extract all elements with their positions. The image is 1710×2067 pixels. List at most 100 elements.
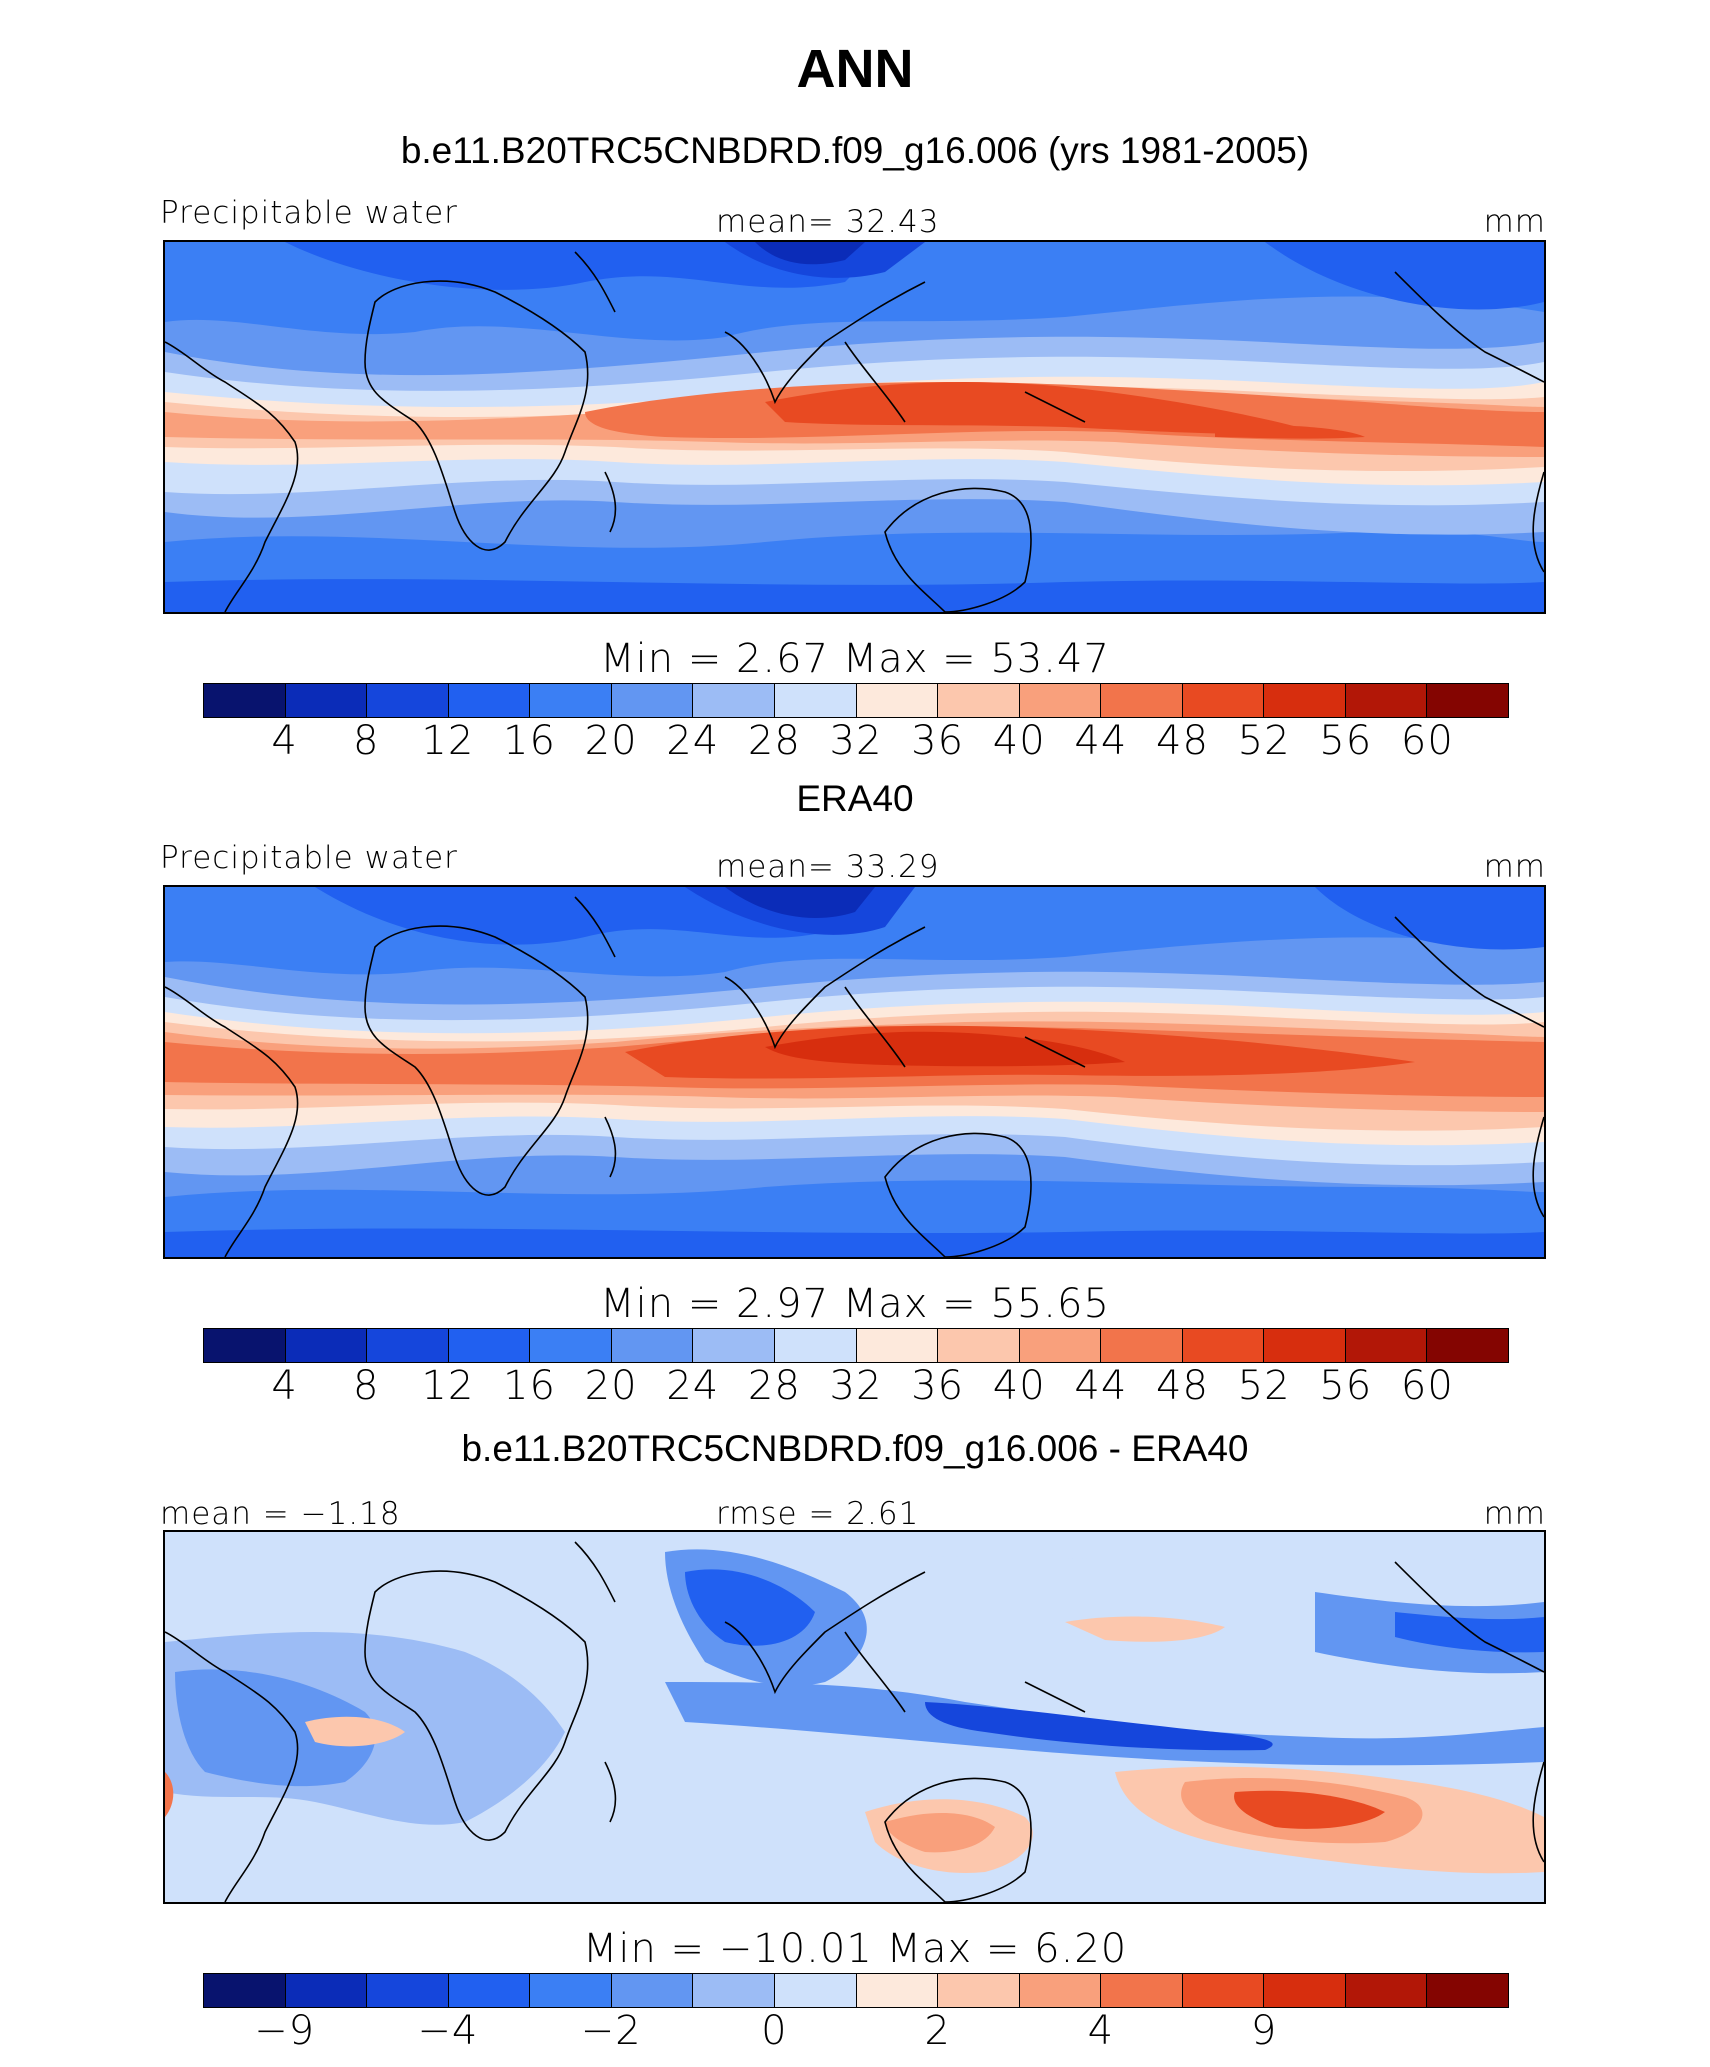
colorbar-tick-label: 4 xyxy=(1087,2008,1115,2054)
colorbar-tick-label: 20 xyxy=(584,718,638,764)
colorbar-segment xyxy=(1427,684,1508,717)
colorbar-tick-label: 48 xyxy=(1156,718,1209,764)
colorbar-tick-label: 44 xyxy=(1074,1363,1128,1409)
colorbar-segment xyxy=(285,1974,368,2007)
panel-1-map xyxy=(163,240,1546,614)
colorbar-tick-label: −9 xyxy=(254,2008,316,2054)
colorbar-segment xyxy=(774,1329,857,1362)
page-title: ANN xyxy=(796,39,914,99)
colorbar-segment xyxy=(1345,1329,1428,1362)
colorbar-segment xyxy=(856,1329,939,1362)
panel-3-mean-label: mean = −1.18 xyxy=(160,1496,401,1532)
colorbar-tick-label: −4 xyxy=(417,2008,479,2054)
colorbar-tick-label: 8 xyxy=(353,1363,380,1409)
colorbar-tick-label: 16 xyxy=(503,1363,556,1409)
colorbar-segment xyxy=(1427,1329,1508,1362)
colorbar-segment xyxy=(1019,1974,1102,2007)
panel-2-colorbar-ticks: 4 8 12 16 20 24 28 32 36 40 44 48 52 56 60 xyxy=(0,1363,1710,1413)
colorbar-segment xyxy=(367,1329,449,1362)
colorbar-segment xyxy=(693,1974,775,2007)
panel-3-unit-label: mm xyxy=(1483,1496,1546,1532)
panel-3-map xyxy=(163,1530,1546,1904)
colorbar-segment xyxy=(611,1974,694,2007)
colorbar-segment xyxy=(1182,1974,1265,2007)
colorbar-tick-label: 12 xyxy=(421,1363,475,1409)
colorbar-tick-label: 20 xyxy=(584,1363,638,1409)
colorbar-tick-label: 36 xyxy=(911,1363,965,1409)
colorbar-segment xyxy=(938,1974,1020,2007)
colorbar-segment xyxy=(1345,684,1428,717)
colorbar-segment xyxy=(530,684,612,717)
colorbar-tick-label: 44 xyxy=(1074,718,1128,764)
colorbar-segment xyxy=(611,1329,694,1362)
colorbar-segment xyxy=(938,1329,1020,1362)
colorbar-segment xyxy=(856,684,939,717)
colorbar-segment xyxy=(1101,1974,1183,2007)
colorbar-tick-label: 8 xyxy=(353,718,380,764)
panel-1-colorbar-ticks: 4 8 12 16 20 24 28 32 36 40 44 48 52 56 60 xyxy=(0,718,1710,768)
colorbar-segment xyxy=(530,1974,612,2007)
colorbar-segment xyxy=(367,684,449,717)
colorbar-tick-label: −2 xyxy=(580,2008,642,2054)
colorbar-segment xyxy=(693,1329,775,1362)
colorbar-segment xyxy=(530,1329,612,1362)
colorbar-segment xyxy=(1019,684,1102,717)
colorbar-segment xyxy=(1019,1329,1102,1362)
colorbar-tick-label: 32 xyxy=(829,718,883,764)
colorbar-segment xyxy=(1345,1974,1428,2007)
colorbar-segment xyxy=(938,684,1020,717)
colorbar-tick-label: 28 xyxy=(747,1363,801,1409)
panel-1-minmax-label: Min = 2.67 Max = 53.47 xyxy=(600,636,1110,682)
colorbar-tick-label: 52 xyxy=(1237,1363,1291,1409)
colorbar-segment xyxy=(448,1974,531,2007)
panel-3-colorbar xyxy=(203,1973,1509,2008)
colorbar-tick-label: 9 xyxy=(1250,2008,1278,2054)
colorbar-tick-label: 24 xyxy=(666,1363,720,1409)
panel-3-heading: b.e11.B20TRC5CNBDRD.f09_g16.006 - ERA40 xyxy=(461,1428,1249,1469)
colorbar-tick-label: 40 xyxy=(992,718,1046,764)
panel-2-map xyxy=(163,885,1546,1259)
panel-2-mean-label: mean= 33.29 xyxy=(716,849,940,885)
panel-2-variable-label: Precipitable water xyxy=(160,840,458,876)
colorbar-tick-label: 28 xyxy=(747,718,801,764)
panel-3-minmax-label: Min = −10.01 Max = 6.20 xyxy=(582,1926,1128,1972)
panel-3-rmse-label: rmse = 2.61 xyxy=(716,1496,920,1532)
colorbar-segment xyxy=(204,1329,286,1362)
panel-1-heading: b.e11.B20TRC5CNBDRD.f09_g16.006 (yrs 198… xyxy=(400,130,1310,171)
panel-2-colorbar xyxy=(203,1328,1509,1363)
colorbar-tick-label: 4 xyxy=(271,718,298,764)
colorbar-tick-label: 12 xyxy=(421,718,475,764)
colorbar-tick-label: 24 xyxy=(666,718,720,764)
colorbar-segment xyxy=(693,684,775,717)
panel-2-unit-label: mm xyxy=(1483,849,1546,885)
colorbar-segment xyxy=(1264,684,1346,717)
colorbar-tick-label: 40 xyxy=(992,1363,1046,1409)
colorbar-segment xyxy=(367,1974,449,2007)
colorbar-tick-label: 52 xyxy=(1237,718,1291,764)
colorbar-segment xyxy=(1427,1974,1508,2007)
colorbar-tick-label: 48 xyxy=(1156,1363,1209,1409)
colorbar-segment xyxy=(448,1329,531,1362)
colorbar-segment xyxy=(1182,684,1265,717)
colorbar-tick-label: 0 xyxy=(761,2008,788,2054)
colorbar-segment xyxy=(1101,1329,1183,1362)
colorbar-tick-label: 16 xyxy=(503,718,556,764)
colorbar-segment xyxy=(204,1974,286,2007)
colorbar-segment xyxy=(285,684,368,717)
difference-map xyxy=(165,1532,1544,1902)
colorbar-segment xyxy=(1264,1329,1346,1362)
colorbar-segment xyxy=(611,684,694,717)
colorbar-tick-label: 60 xyxy=(1400,1363,1454,1409)
panel-2-heading: ERA40 xyxy=(796,778,914,819)
panel-1-variable-label: Precipitable water xyxy=(160,195,458,231)
panel-2-minmax-label: Min = 2.97 Max = 55.65 xyxy=(600,1281,1110,1327)
colorbar-segment xyxy=(1101,684,1183,717)
panel-1-unit-label: mm xyxy=(1483,204,1546,240)
colorbar-segment xyxy=(204,684,286,717)
colorbar-segment xyxy=(285,1329,368,1362)
colorbar-segment xyxy=(448,684,531,717)
colorbar-tick-label: 56 xyxy=(1319,1363,1373,1409)
colorbar-segment xyxy=(774,684,857,717)
panel-1-mean-label: mean= 32.43 xyxy=(716,204,940,240)
colorbar-tick-label: 36 xyxy=(911,718,965,764)
